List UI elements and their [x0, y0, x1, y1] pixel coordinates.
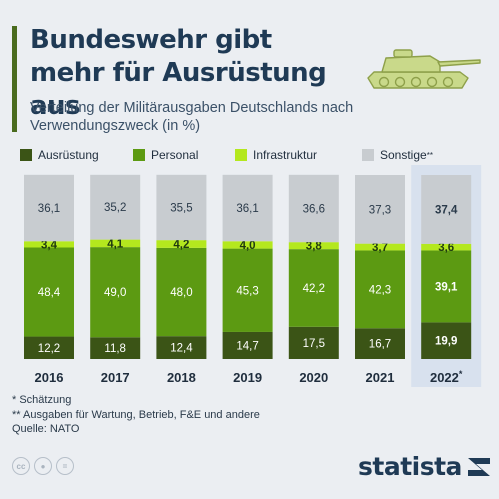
footnote-estimate: * Schätzung	[12, 394, 72, 406]
data-label: 4,1	[107, 238, 124, 250]
bar-segment	[90, 247, 141, 338]
data-label: 35,5	[170, 202, 192, 214]
legend-swatch	[133, 149, 145, 161]
legend-swatch	[20, 149, 32, 161]
bar-segment	[90, 239, 141, 248]
legend-label: Infrastruktur	[253, 148, 318, 162]
x-tick-label: 2018	[167, 370, 196, 385]
data-label: 36,1	[38, 203, 60, 215]
data-label: 37,3	[369, 204, 391, 216]
person-icon[interactable]: ●	[34, 457, 52, 475]
legend-swatch	[362, 149, 374, 161]
cc-icon[interactable]: cc	[12, 457, 30, 475]
x-tick-label: 2016	[35, 370, 64, 385]
data-label: 12,4	[170, 343, 193, 355]
x-tick-label: 2021	[366, 370, 395, 385]
data-label: 19,9	[435, 336, 457, 348]
equals-icon[interactable]: =	[56, 457, 74, 475]
brand-name: statista	[358, 452, 462, 481]
tank-icon	[367, 49, 481, 89]
legend-label: Sonstige	[380, 148, 427, 162]
legend-footnote-mark: **	[426, 150, 433, 160]
bar-segment	[421, 322, 472, 359]
statista-logo-icon	[467, 457, 490, 476]
data-label: 11,8	[104, 343, 126, 355]
bar-segment	[222, 241, 273, 249]
bar-segment	[24, 336, 74, 359]
bar-segment	[24, 247, 74, 337]
data-label: 16,7	[369, 339, 391, 351]
bar-segment	[156, 240, 207, 248]
data-label: 3,8	[306, 241, 323, 253]
x-tick-label: 2020	[299, 370, 328, 385]
legend-item-sonstige: Sonstige **	[362, 148, 433, 162]
bar-segment	[156, 336, 207, 359]
estimate-mark: *	[459, 369, 463, 379]
statista-brand[interactable]: statista	[358, 452, 492, 481]
data-label: 12,2	[38, 343, 60, 355]
bar-segment	[421, 243, 472, 251]
bar-segment	[24, 241, 74, 248]
bar-segment	[421, 175, 472, 244]
bar-segment	[355, 243, 405, 251]
legend-item-infrastruktur: Infrastruktur	[235, 148, 317, 162]
legend-label: Ausrüstung	[38, 148, 99, 162]
data-label: 49,0	[104, 287, 126, 299]
footnote-other-expenses: ** Ausgaben für Wartung, Betrieb, F&E un…	[12, 408, 260, 421]
data-label: 36,6	[303, 203, 325, 215]
data-label: 48,4	[38, 287, 61, 299]
data-label: 45,3	[236, 285, 258, 297]
chart-subtitle: Verteilung der Militärausgaben Deutschla…	[30, 100, 354, 134]
bar-segment	[156, 174, 207, 241]
chart-title: Bundeswehr gibt mehr für Ausrüstung aus	[30, 25, 327, 121]
data-label: 37,4	[435, 204, 458, 216]
data-label: 39,1	[435, 281, 458, 293]
data-label: 17,5	[303, 338, 325, 350]
bar-segment	[90, 174, 141, 240]
data-label: 3,6	[438, 242, 454, 254]
data-label: 42,3	[369, 284, 391, 296]
title-accent-bar	[12, 26, 17, 132]
data-label: 3,7	[372, 242, 388, 254]
bar-segment	[222, 331, 273, 359]
bar-segment	[288, 249, 339, 327]
bar-segment	[222, 174, 273, 242]
bar-segment	[355, 250, 405, 329]
x-tick-label: 2019	[233, 370, 262, 385]
data-label: 42,2	[303, 283, 325, 295]
bar-segment	[288, 242, 339, 250]
source-note: Quelle: NATO	[12, 423, 80, 435]
bar-segment	[421, 250, 472, 323]
bar-segment	[90, 337, 141, 359]
bar-segment	[156, 247, 207, 337]
data-label: 36,1	[236, 203, 258, 215]
data-label: 48,0	[170, 287, 192, 299]
bar-segment	[288, 326, 339, 359]
data-label: 3,4	[41, 239, 58, 251]
data-label: 14,7	[236, 340, 258, 352]
x-tick-label: 2017	[101, 370, 130, 385]
footnotes: * Schätzung ** Ausgaben für Wartung, Bet…	[12, 393, 260, 437]
x-tick-label: 2022*	[430, 369, 463, 385]
data-label: 4,2	[173, 239, 189, 251]
bar-segment	[355, 328, 405, 359]
data-label: 35,2	[104, 202, 126, 214]
legend-item-ausruestung: Ausrüstung	[20, 148, 99, 162]
data-label: 4,0	[240, 240, 256, 252]
legend-swatch	[235, 149, 247, 161]
bar-segment	[24, 174, 74, 242]
bar-segment	[222, 248, 273, 332]
license-icons: cc ● =	[12, 457, 74, 475]
legend-item-personal: Personal	[133, 148, 198, 162]
legend-label: Personal	[151, 148, 199, 162]
bar-segment	[288, 174, 339, 243]
bar-segment	[355, 175, 405, 244]
